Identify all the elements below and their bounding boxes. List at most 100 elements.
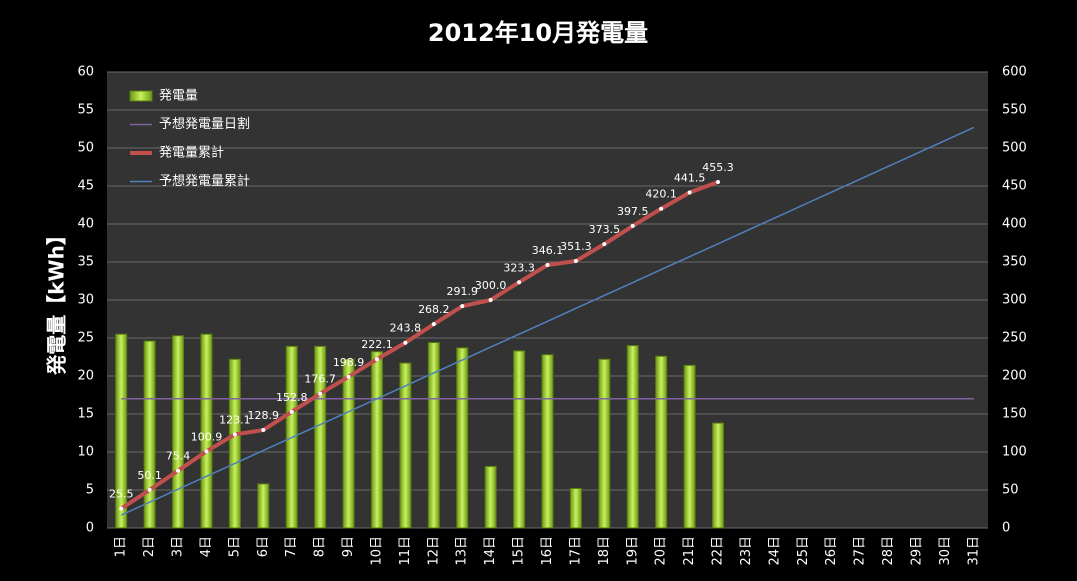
marker <box>261 428 266 433</box>
data-label: 50.1 <box>137 469 162 482</box>
x-tick-label: 19日 <box>625 536 640 566</box>
x-tick-label: 29日 <box>909 536 924 566</box>
bar <box>172 335 185 529</box>
data-label: 323.3 <box>503 261 535 274</box>
x-tick-label: 28日 <box>881 536 896 566</box>
x-tick-label: 3日 <box>171 536 186 557</box>
x-tick-label: 18日 <box>597 536 612 566</box>
marker <box>488 298 493 302</box>
bar <box>257 483 270 529</box>
y2-tick-label: 500 <box>1002 141 1027 156</box>
y-tick-label: 55 <box>77 103 94 118</box>
data-label: 25.5 <box>109 488 134 501</box>
bar <box>342 358 355 529</box>
data-label: 100.9 <box>191 430 223 443</box>
data-label: 152.8 <box>276 391 308 404</box>
x-tick-label: 23日 <box>739 536 754 566</box>
y2-tick-label: 250 <box>1002 331 1027 346</box>
marker <box>545 262 550 267</box>
marker <box>403 340 408 345</box>
marker <box>431 322 436 327</box>
marker <box>716 179 721 184</box>
legend-label: 予想発電量累計 <box>159 173 250 189</box>
bar <box>626 345 639 529</box>
data-label: 300.0 <box>475 279 507 292</box>
marker <box>318 391 323 396</box>
marker <box>630 223 635 228</box>
bar <box>456 347 469 529</box>
x-tick-label: 14日 <box>483 536 498 566</box>
bar <box>541 354 554 529</box>
marker <box>346 374 351 379</box>
y-tick-label: 40 <box>77 217 94 232</box>
data-label: 243.8 <box>390 322 422 335</box>
y-tick-label: 60 <box>77 65 94 80</box>
marker <box>460 304 465 309</box>
y-tick-label: 20 <box>77 369 94 384</box>
data-label: 176.7 <box>304 373 336 386</box>
x-tick-label: 12日 <box>426 536 441 566</box>
x-tick-label: 27日 <box>853 536 868 566</box>
bar <box>484 465 497 529</box>
x-tick-label: 26日 <box>824 536 839 566</box>
x-tick-label: 5日 <box>227 536 242 557</box>
y2-tick-label: 100 <box>1002 445 1027 460</box>
data-label: 198.9 <box>333 356 365 369</box>
bar <box>655 355 668 529</box>
data-label: 75.4 <box>166 450 191 463</box>
line <box>120 126 975 516</box>
x-tick-label: 6日 <box>256 536 271 557</box>
legend-label: 発電量累計 <box>159 145 224 161</box>
bar <box>143 340 156 529</box>
marker <box>517 280 522 285</box>
y2-tick-label: 450 <box>1002 179 1027 194</box>
bar <box>427 342 440 529</box>
y-tick-label: 45 <box>77 179 94 194</box>
y2-tick-label: 400 <box>1002 217 1027 232</box>
data-label: 420.1 <box>645 188 677 201</box>
bar <box>228 358 241 529</box>
x-tick-label: 10日 <box>369 536 384 566</box>
x-tick-label: 2日 <box>142 536 157 557</box>
marker <box>573 259 578 264</box>
y-tick-label: 15 <box>77 407 94 422</box>
bar <box>712 422 725 529</box>
bar <box>314 345 327 529</box>
x-tick-label: 25日 <box>796 536 811 566</box>
bar <box>513 350 526 529</box>
marker <box>659 206 664 211</box>
marker <box>374 357 379 362</box>
bar <box>399 362 412 529</box>
y-tick-label: 50 <box>77 141 94 156</box>
x-tick-label: 20日 <box>654 536 669 566</box>
y-axis-label: 発電量【kWh】 <box>45 225 69 376</box>
marker <box>232 432 237 437</box>
y2-tick-label: 350 <box>1002 255 1027 270</box>
x-tick-label: 24日 <box>767 536 782 566</box>
marker <box>687 190 692 195</box>
data-label: 291.9 <box>446 285 478 298</box>
x-tick-label: 31日 <box>966 536 981 566</box>
marker <box>204 449 209 454</box>
data-label: 123.1 <box>219 413 251 426</box>
y2-tick-label: 300 <box>1002 293 1027 308</box>
y2-tick-label: 550 <box>1002 103 1027 118</box>
legend-label: 発電量 <box>159 89 198 104</box>
chart-title: 2012年10月発電量 <box>428 19 648 47</box>
legend-label: 予想発電量日割 <box>159 116 250 132</box>
x-tick-label: 22日 <box>711 536 726 566</box>
marker <box>289 409 294 414</box>
data-label: 346.1 <box>532 244 564 257</box>
legend-swatch <box>129 90 153 102</box>
bar <box>200 333 213 529</box>
x-tick-label: 8日 <box>313 536 328 557</box>
marker <box>176 468 181 473</box>
y-tick-label: 10 <box>77 445 94 460</box>
marker <box>147 487 152 492</box>
y-tick-label: 5 <box>86 483 94 498</box>
x-tick-label: 4日 <box>199 536 214 557</box>
data-label: 455.3 <box>702 161 734 174</box>
x-tick-label: 16日 <box>540 536 555 566</box>
x-tick-label: 30日 <box>938 536 953 566</box>
